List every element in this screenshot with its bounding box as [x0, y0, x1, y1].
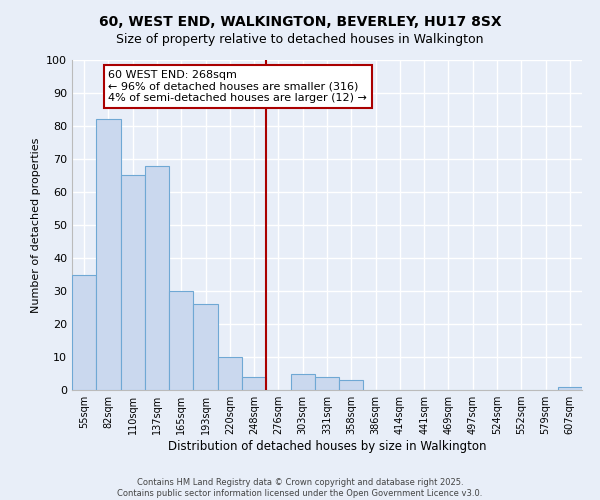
Text: 60 WEST END: 268sqm
← 96% of detached houses are smaller (316)
4% of semi-detach: 60 WEST END: 268sqm ← 96% of detached ho…	[109, 70, 367, 103]
Bar	[169, 291, 193, 390]
Bar	[218, 357, 242, 390]
X-axis label: Distribution of detached houses by size in Walkington: Distribution of detached houses by size …	[168, 440, 486, 453]
Bar	[339, 380, 364, 390]
Text: Size of property relative to detached houses in Walkington: Size of property relative to detached ho…	[116, 32, 484, 46]
Bar	[558, 386, 582, 390]
Bar	[121, 176, 145, 390]
Text: Contains HM Land Registry data © Crown copyright and database right 2025.
Contai: Contains HM Land Registry data © Crown c…	[118, 478, 482, 498]
Bar	[193, 304, 218, 390]
Text: 60, WEST END, WALKINGTON, BEVERLEY, HU17 8SX: 60, WEST END, WALKINGTON, BEVERLEY, HU17…	[98, 15, 502, 29]
Bar	[242, 377, 266, 390]
Bar	[315, 377, 339, 390]
Bar	[96, 120, 121, 390]
Bar	[72, 274, 96, 390]
Bar	[290, 374, 315, 390]
Y-axis label: Number of detached properties: Number of detached properties	[31, 138, 41, 312]
Bar	[145, 166, 169, 390]
